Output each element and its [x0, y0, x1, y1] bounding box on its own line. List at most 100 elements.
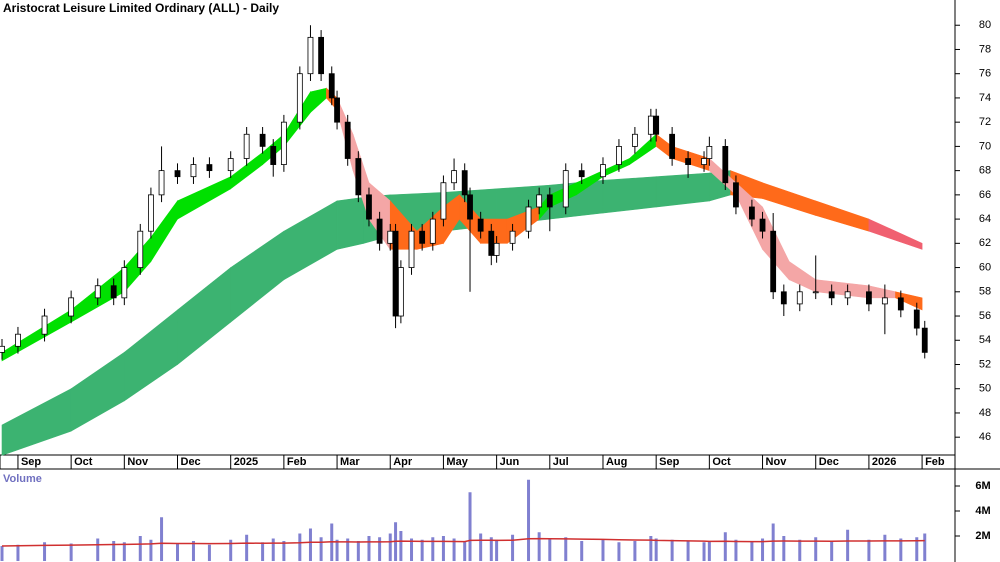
volume-bar [69, 543, 73, 561]
volume-bar [431, 537, 435, 561]
candle-body [259, 133, 266, 147]
volume-bar [468, 492, 472, 561]
volume-bar [782, 536, 786, 561]
candle-body [280, 121, 287, 165]
volume-label: Volume [3, 473, 42, 485]
ribbon-segment [868, 285, 896, 299]
ribbon-segment [177, 266, 231, 366]
volume-bar [899, 538, 903, 561]
candle-body [296, 73, 303, 123]
x-tick-label: Aug [606, 456, 627, 468]
volume-bar [271, 538, 275, 561]
volume-bar [149, 539, 153, 561]
volume-bar [702, 542, 706, 561]
volume-bar [388, 533, 392, 561]
volume-bar [495, 539, 499, 561]
candle-body [148, 194, 154, 232]
volume-bar [883, 534, 887, 561]
candle-body [493, 242, 500, 256]
volume-bar [479, 533, 483, 561]
y-tick-label: 54 [979, 334, 991, 346]
x-tick-label: Feb [925, 456, 945, 468]
candle-body [158, 170, 165, 196]
ribbon-segment [283, 200, 338, 281]
candle-body [748, 206, 755, 220]
candle-body [685, 158, 691, 165]
candle-body [653, 115, 660, 135]
candle-body [397, 267, 404, 317]
candle-body [408, 230, 415, 268]
x-tick-label: Jul [553, 456, 569, 468]
y-tick-label: 64 [979, 213, 991, 225]
volume-bar [420, 539, 424, 561]
y-tick-label: 50 [979, 383, 991, 395]
candle-body [536, 194, 543, 208]
volume-bar [489, 537, 493, 561]
candle-body [467, 194, 473, 220]
volume-bar [734, 539, 738, 561]
volume-bar [298, 533, 302, 561]
candle-body [328, 73, 335, 99]
candle-body [828, 291, 835, 299]
candle-body [227, 158, 234, 172]
x-tick-label: Mar [340, 456, 360, 468]
candle-body [318, 36, 325, 75]
volume-bar [846, 529, 850, 561]
x-tick-label: Nov [766, 456, 788, 468]
candle-body [616, 145, 622, 165]
volume-bar [617, 542, 621, 561]
volume-bar [564, 537, 568, 561]
y-tick-label: 68 [979, 165, 991, 177]
ribbon-segment [868, 218, 923, 250]
candle-body [0, 345, 5, 353]
ribbon-segment [788, 260, 817, 293]
ribbon-segment [230, 230, 285, 323]
candle-body [525, 206, 532, 232]
x-tick-label: Oct [74, 456, 93, 468]
candle-body [440, 182, 447, 220]
y-tick-label: 48 [979, 407, 991, 419]
x-tick-label: May [446, 456, 468, 468]
volume-bar [112, 541, 116, 561]
volume-bar [356, 541, 360, 561]
ribbon-segment [150, 200, 178, 263]
volume-bar [915, 537, 919, 561]
candle-body [41, 315, 48, 335]
candle-body [392, 230, 399, 317]
volume-bar [707, 541, 711, 561]
candle-body [509, 230, 516, 244]
candle-body [812, 291, 819, 294]
ribbon-segment [602, 176, 657, 214]
volume-bar [867, 539, 871, 561]
candle-body [631, 133, 638, 147]
ribbon-segment [815, 200, 870, 232]
volume-y-tick-label: 4M [975, 505, 990, 517]
candle-body [110, 285, 117, 299]
candle-body [669, 133, 676, 159]
volume-bar [601, 539, 605, 561]
ribbon-segment [1, 309, 72, 362]
candle-body [344, 121, 351, 159]
candle-body [451, 170, 457, 184]
y-tick-label: 46 [979, 431, 991, 443]
candle-body [15, 333, 21, 347]
volume-bar [463, 541, 467, 561]
volume-bar [537, 532, 541, 561]
candle-body [190, 164, 197, 178]
candle-body [722, 145, 729, 184]
volume-bar [245, 534, 249, 561]
volume-bar [43, 542, 47, 561]
candle-body [174, 170, 181, 178]
volume-bar [207, 544, 211, 561]
candle-body [206, 164, 213, 172]
volume-bar [16, 544, 20, 561]
volume-bar [399, 531, 403, 561]
ribbon-segment [1, 388, 72, 456]
candle-body [733, 182, 739, 208]
x-tick-label: Oct [712, 456, 731, 468]
volume-ma-line [1, 537, 925, 547]
x-tick-label: Jun [500, 456, 520, 468]
candle-body [897, 297, 904, 311]
candle-body [562, 170, 569, 208]
volume-bar [410, 538, 414, 561]
